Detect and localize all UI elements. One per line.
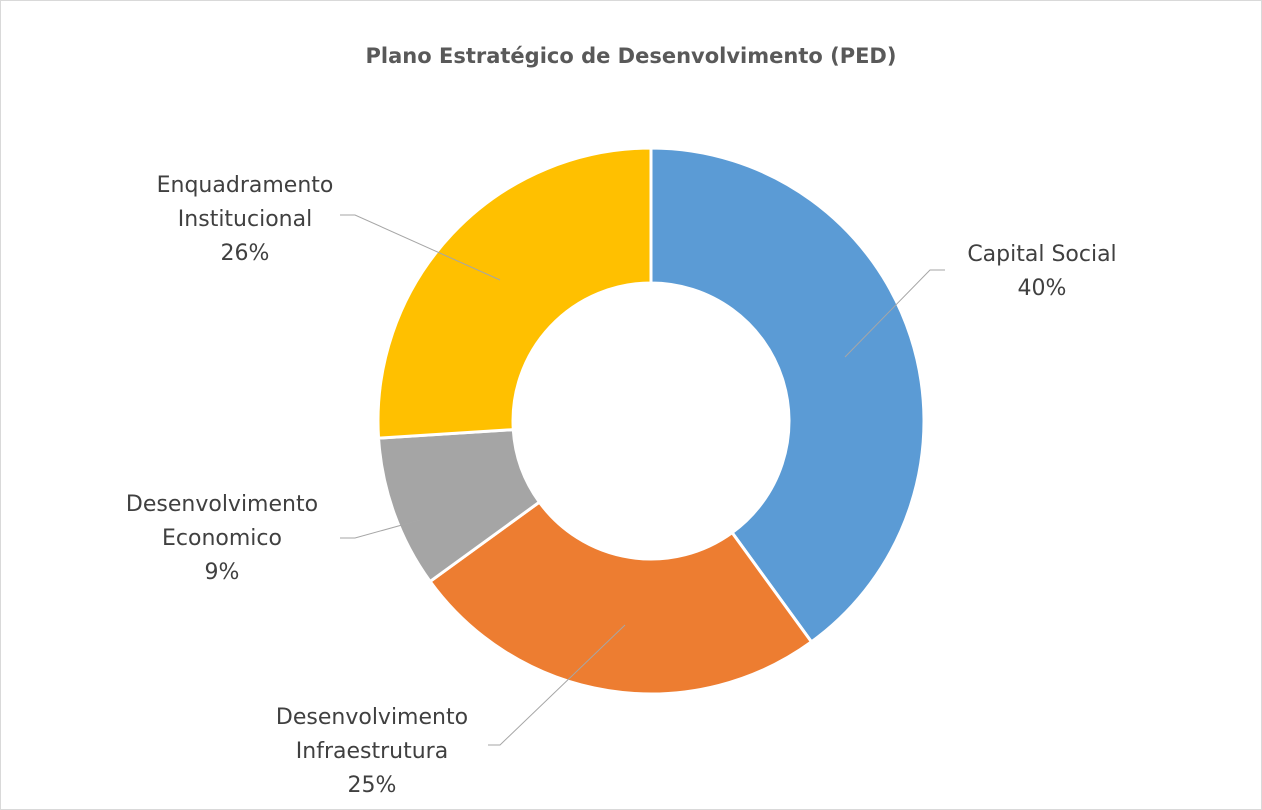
category-label: Desenvolvimento Infraestrutura: [275, 705, 469, 764]
category-label: Desenvolvimento Economico: [125, 492, 319, 551]
value-label: 25%: [347, 773, 397, 798]
category-label: Capital Social: [967, 242, 1117, 267]
data-label: Desenvolvimento Infraestrutura 25%: [247, 701, 497, 803]
leader-line: [340, 519, 421, 539]
data-label: Capital Social 40%: [917, 238, 1167, 306]
data-label: Desenvolvimento Economico 9%: [97, 488, 347, 590]
leader-line: [488, 624, 626, 746]
chart-title: Plano Estratégico de Desenvolvimento (PE…: [365, 44, 897, 68]
value-label: 40%: [1017, 276, 1067, 301]
slice: [428, 500, 814, 696]
leader-line: [340, 214, 501, 281]
leader-line: [844, 269, 945, 358]
value-label: 9%: [204, 560, 240, 585]
data-label: Enquadramento Institucional 26%: [120, 169, 370, 271]
slice: [649, 146, 926, 644]
slice: [376, 146, 653, 440]
value-label: 26%: [220, 241, 270, 266]
category-label: Enquadramento Institucional: [156, 173, 334, 232]
